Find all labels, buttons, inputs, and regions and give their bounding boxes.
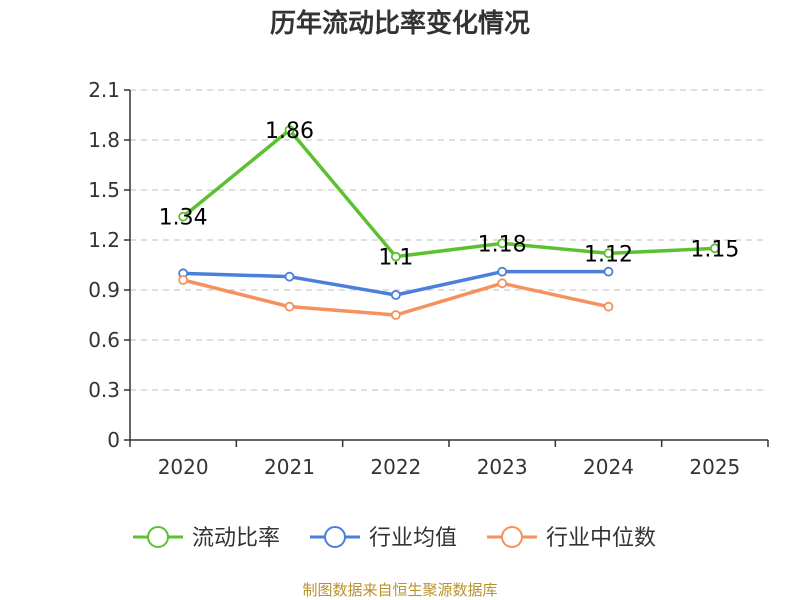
data-point — [497, 266, 508, 277]
data-label: 1.1 — [378, 246, 413, 271]
x-tick-label: 2025 — [689, 455, 740, 479]
y-tick-label: 2.1 — [88, 78, 120, 102]
data-point — [284, 125, 295, 135]
legend-marker — [501, 526, 523, 548]
data-point — [497, 238, 508, 249]
x-tick-label: 2023 — [477, 455, 528, 479]
series-line — [182, 128, 715, 259]
x-tick-label: 2021 — [264, 455, 315, 479]
data-point — [497, 278, 508, 289]
data-point — [284, 301, 295, 312]
y-tick-label: 1.5 — [88, 178, 120, 202]
legend-label: 行业中位数 — [546, 526, 656, 551]
legend-marker — [324, 526, 346, 548]
y-tick-label: 0.3 — [88, 378, 120, 402]
y-tick-label: 1.2 — [88, 228, 120, 252]
x-tick-label: 2022 — [370, 455, 421, 479]
chart-title: 历年流动比率变化情况 — [270, 8, 530, 39]
source-note: 制图数据来自恒生聚源数据库 — [302, 581, 497, 599]
data-label: 1.15 — [690, 237, 739, 262]
data-label: 1.12 — [584, 242, 633, 267]
axes: 0 0.3 0.6 0.9 1.2 1.5 1.8 2.1 2020 2021 2022 2023 20… — [88, 78, 769, 479]
data-point — [390, 310, 401, 320]
legend-marker — [147, 526, 169, 548]
data-point — [603, 301, 614, 312]
data-label: 1.34 — [159, 206, 208, 231]
legend-label: 流动比率 — [192, 526, 280, 551]
y-tick-label: 1.8 — [88, 128, 120, 152]
data-point — [284, 271, 295, 282]
data-point — [709, 243, 720, 254]
x-tick-label: 2024 — [583, 455, 634, 479]
x-tick-label: 2020 — [158, 455, 209, 479]
data-label: 1.18 — [478, 232, 527, 257]
legend-item[interactable]: 行业中位数 — [487, 526, 656, 551]
legend[interactable]: 流动比率 行业均值 行业中位数 — [133, 526, 656, 551]
legend-item[interactable]: 行业均值 — [310, 526, 457, 551]
y-tick-label: 0.9 — [88, 278, 120, 302]
grid — [130, 89, 768, 391]
legend-item[interactable]: 流动比率 — [133, 526, 280, 551]
legend-label: 行业均值 — [369, 526, 457, 551]
data-point — [178, 211, 189, 222]
series-group — [178, 125, 720, 320]
data-point — [603, 248, 614, 259]
y-tick-label: 0.6 — [88, 328, 120, 352]
data-point — [390, 251, 401, 262]
data-point — [178, 275, 189, 285]
data-point — [603, 266, 614, 277]
data-point — [390, 290, 401, 300]
y-tick-label: 0 — [107, 428, 120, 452]
data-labels: 1.34 1.86 1.1 1.18 1.12 1.15 — [159, 119, 740, 271]
data-label: 1.86 — [265, 119, 314, 144]
